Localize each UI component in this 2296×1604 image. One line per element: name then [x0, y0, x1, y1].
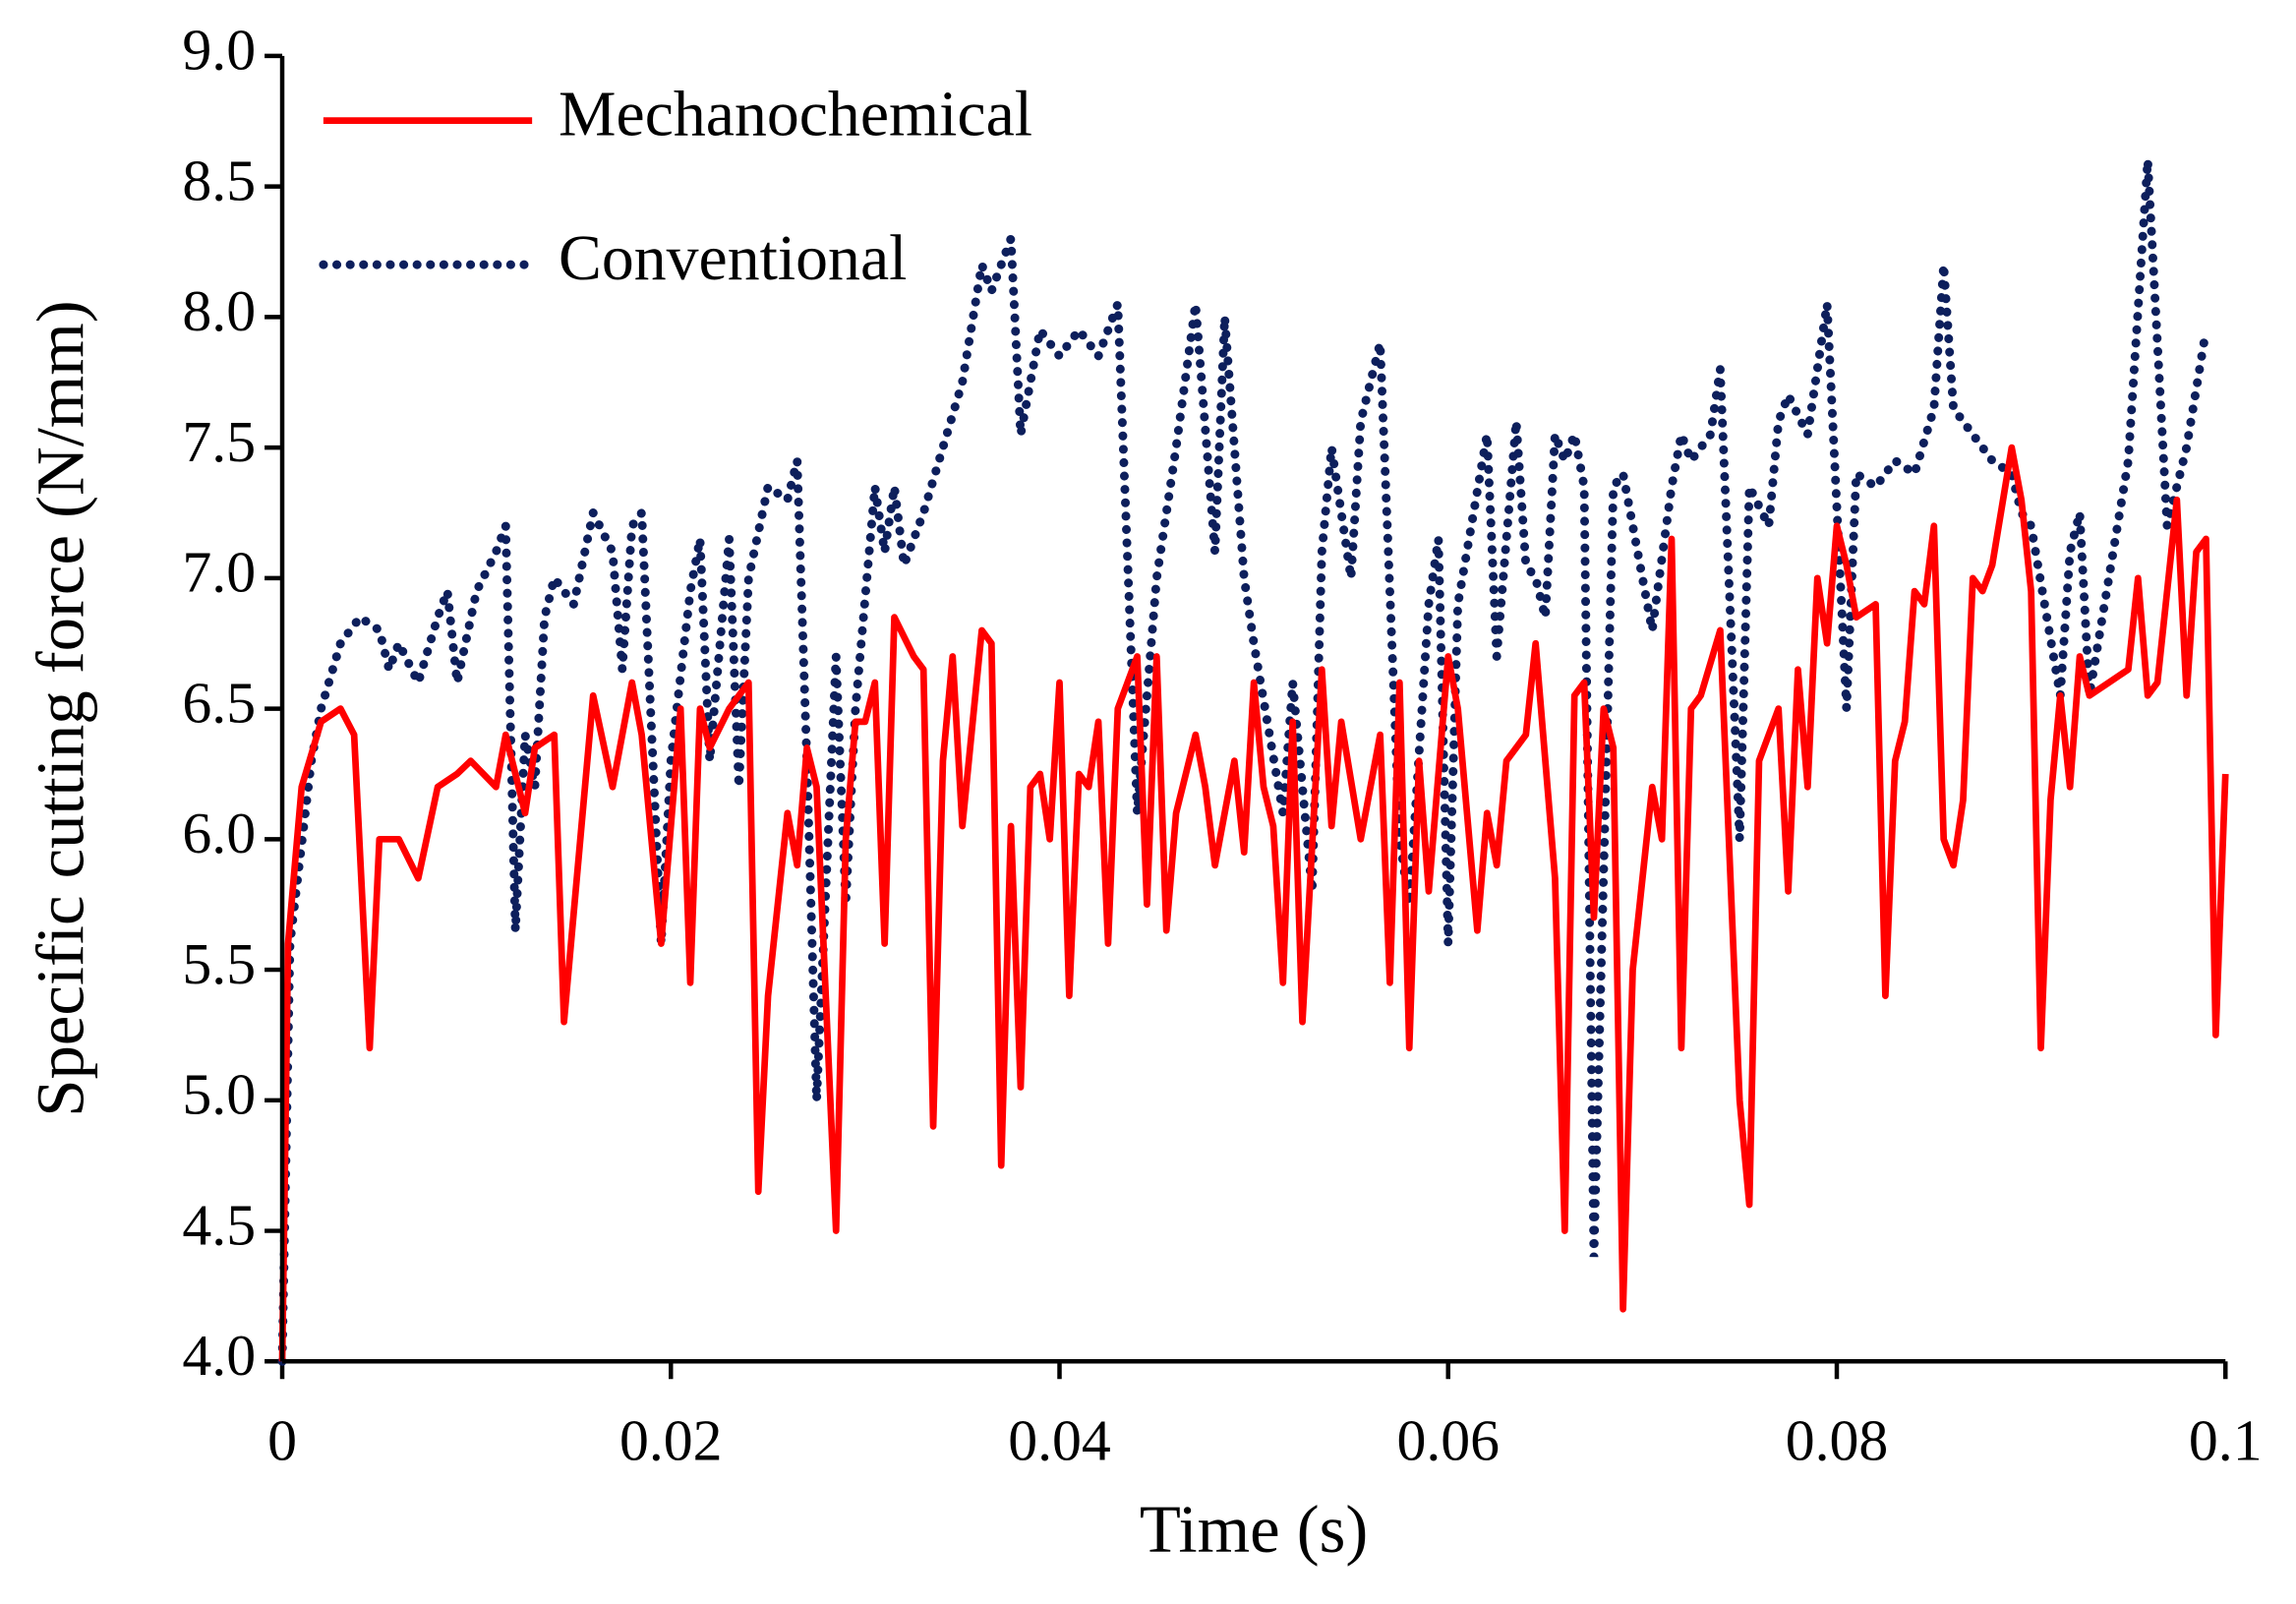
legend-label: Mechanochemical: [559, 79, 1032, 150]
y-tick-label: 6.0: [182, 801, 256, 865]
x-tick-label: 0.08: [1786, 1408, 1889, 1473]
y-tick-label: 5.0: [182, 1062, 256, 1127]
y-tick-label: 7.5: [182, 409, 256, 474]
x-tick-label: 0: [267, 1408, 297, 1473]
y-tick-label: 8.5: [182, 148, 256, 212]
x-tick-label: 0.1: [2189, 1408, 2263, 1473]
x-tick-label: 0.04: [1008, 1408, 1111, 1473]
y-tick-label: 5.5: [182, 931, 256, 996]
y-tick-label: 8.0: [182, 278, 256, 343]
x-tick-label: 0.02: [619, 1408, 723, 1473]
y-tick-label: 9.0: [182, 18, 256, 83]
y-tick-label: 4.5: [182, 1192, 256, 1257]
y-tick-label: 6.5: [182, 670, 256, 735]
x-tick-label: 0.06: [1396, 1408, 1500, 1473]
series-line: [277, 159, 2210, 1366]
series-line: [278, 444, 2229, 1362]
y-axis-title: Specific cutting force (N/mm): [24, 300, 98, 1116]
y-tick-label: 4.0: [182, 1323, 256, 1388]
y-tick-label: 7.0: [182, 540, 256, 605]
legend-label: Conventional: [559, 222, 907, 294]
x-axis-title: Time (s): [1140, 1492, 1368, 1567]
